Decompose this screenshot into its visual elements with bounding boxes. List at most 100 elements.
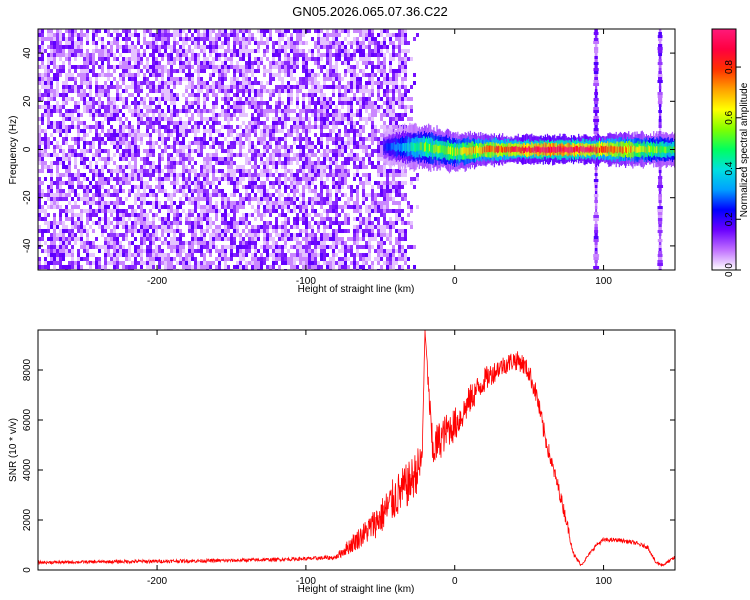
spectrogram-cell: [74, 29, 77, 33]
spectrogram-cell: [293, 261, 296, 265]
spectrogram-cell: [377, 97, 380, 101]
spectrogram-cell: [263, 141, 266, 145]
spectrogram-cell: [194, 209, 197, 213]
spectrogram-cell: [134, 237, 137, 241]
spectrogram-cell: [188, 37, 191, 41]
spectrogram-cell: [179, 61, 182, 65]
spectrogram-cell: [308, 57, 311, 61]
spectrogram-cell: [281, 101, 284, 105]
spectrogram-cell: [38, 237, 41, 241]
spectrogram-cell: [131, 85, 134, 89]
spectrogram-cell: [74, 85, 77, 89]
spectrogram-cell: [101, 245, 104, 249]
spectrogram-cell: [293, 201, 296, 205]
spectrogram-cell: [107, 237, 110, 241]
spectrogram-cell: [278, 257, 281, 261]
spectrogram-cell: [164, 97, 167, 101]
spectrogram-cell: [203, 265, 206, 269]
spectrogram-cell: [266, 149, 269, 153]
spectrogram-cell: [266, 117, 269, 121]
spectrogram-cell: [173, 125, 176, 129]
spectrogram-cell: [38, 65, 41, 69]
spectrogram-cell: [308, 97, 311, 101]
spectrogram-cell: [131, 225, 134, 229]
spectrogram-cell: [209, 193, 212, 197]
spectrogram-cell: [38, 29, 41, 33]
spectrogram-cell: [323, 249, 326, 253]
spectrogram-cell: [356, 77, 359, 81]
spectrogram-cell: [41, 153, 44, 157]
spectrogram-cell: [41, 157, 44, 161]
spectrogram-cell: [41, 229, 44, 233]
spectrogram-cell: [212, 261, 215, 265]
spectrogram-cell: [254, 89, 257, 93]
spectrogram-cell: [356, 97, 359, 101]
spectrogram-cell: [53, 145, 56, 149]
spectrogram-cell: [272, 209, 275, 213]
spectrogram-cell: [104, 157, 107, 161]
spectrogram-cell: [206, 97, 209, 101]
spectrogram-cell: [377, 89, 380, 93]
spectrogram-cell: [368, 181, 371, 185]
spectrogram-cell: [116, 137, 119, 141]
spectrogram-cell: [86, 29, 89, 33]
spectrogram-cell: [179, 81, 182, 85]
spectrogram-cell: [71, 109, 74, 113]
spectrogram-cell: [149, 209, 152, 213]
spectrogram-cell: [203, 57, 206, 61]
spectrogram-cell: [77, 133, 80, 137]
spectrogram-cell: [56, 45, 59, 49]
spectrogram-cell: [272, 137, 275, 141]
spectrogram-cell: [98, 29, 101, 33]
spectrogram-cell: [44, 229, 47, 233]
spectrogram-cell: [170, 117, 173, 121]
spectrogram-cell: [59, 193, 62, 197]
spectrogram-cell: [56, 237, 59, 241]
spectrogram-cell: [278, 157, 281, 161]
spectrogram-cell: [218, 141, 221, 145]
spectrogram-cell: [62, 61, 65, 65]
spectrogram-cell: [239, 45, 242, 49]
spectrogram-cell: [209, 261, 212, 265]
spectrogram-cell: [329, 33, 332, 37]
spectrogram-cell: [41, 53, 44, 57]
spectrogram-cell: [212, 241, 215, 245]
spectrogram-cell: [173, 145, 176, 149]
spectrogram-cell: [260, 129, 263, 133]
spectrogram-cell: [305, 29, 308, 33]
spectrogram-cell: [272, 225, 275, 229]
spectrogram-cell: [212, 29, 215, 33]
spectrogram-cell: [122, 29, 125, 33]
spectrogram-cell: [254, 121, 257, 125]
spectrogram-cell: [380, 153, 383, 157]
spectrogram-cell: [380, 105, 383, 109]
spectrogram-cell: [110, 237, 113, 241]
spectrogram-cell: [182, 49, 185, 53]
spectrogram-cell: [50, 97, 53, 101]
spectrogram-cell: [224, 225, 227, 229]
spectrogram-cell: [308, 197, 311, 201]
spectrogram-cell: [338, 149, 341, 153]
spectrogram-cell: [194, 237, 197, 241]
spectrogram-cell: [341, 249, 344, 253]
spectrogram-cell: [278, 57, 281, 61]
spectrogram-cell: [146, 41, 149, 45]
spectrogram-cell: [224, 33, 227, 37]
spectrogram-cell: [308, 241, 311, 245]
spectrogram-cell: [302, 137, 305, 141]
spectrogram-cell: [335, 133, 338, 137]
spectrogram-cell: [329, 85, 332, 89]
spectrogram-cell: [284, 85, 287, 89]
spectrogram-cell: [161, 153, 164, 157]
spectrogram-cell: [149, 221, 152, 225]
spectrogram-cell: [182, 189, 185, 193]
spectrogram-cell: [326, 121, 329, 125]
spectrogram-cell: [374, 233, 377, 237]
spectrogram-cell: [164, 265, 167, 269]
spectrogram-cell: [50, 121, 53, 125]
spectrogram-cell: [239, 221, 242, 225]
spectrogram-cell: [314, 89, 317, 93]
spectrogram-cell: [350, 101, 353, 105]
spectrogram-cell: [248, 229, 251, 233]
spectrogram-cell: [146, 213, 149, 217]
